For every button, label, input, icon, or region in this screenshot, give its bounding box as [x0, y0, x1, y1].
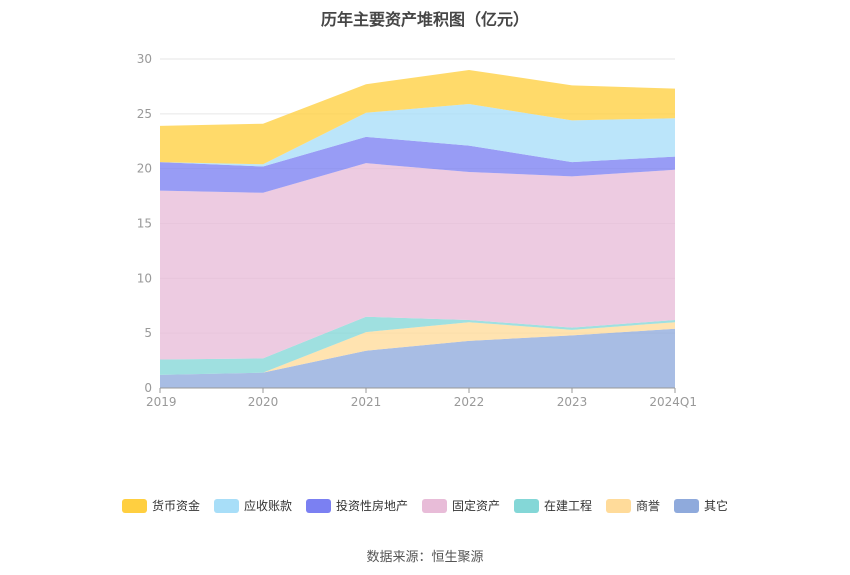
- x-tick-label: 2022: [454, 395, 485, 409]
- legend-item[interactable]: 在建工程: [514, 497, 592, 514]
- legend-item[interactable]: 货币资金: [121, 497, 200, 514]
- area-series-5[interactable]: [160, 103, 675, 167]
- legend-swatch: [606, 498, 632, 513]
- y-tick-label: 30: [137, 52, 152, 66]
- legend-label: 商誉: [636, 499, 661, 513]
- legend-item[interactable]: 固定资产: [421, 497, 500, 514]
- legend-label: 其它: [704, 499, 729, 513]
- area-series-0[interactable]: [160, 328, 675, 388]
- chart-legend: 货币资金 应收账款 投资性房地产 固定资产 在建工程 商誉 其它: [0, 497, 850, 514]
- legend-swatch: [514, 498, 539, 513]
- area-series-6[interactable]: [160, 69, 675, 165]
- x-tick-label: 2020: [248, 395, 279, 409]
- legend-item[interactable]: 应收账款: [213, 497, 292, 514]
- y-tick-label: 5: [144, 326, 152, 340]
- data-source-note: 数据来源：恒生聚源: [366, 550, 484, 565]
- y-tick-label: 10: [137, 271, 152, 285]
- legend-swatch: [121, 498, 147, 513]
- chart-title: 历年主要资产堆积图（亿元）: [320, 10, 529, 29]
- y-tick-label: 25: [137, 107, 152, 121]
- legend-item[interactable]: 其它: [674, 497, 728, 514]
- legend-label: 在建工程: [544, 499, 593, 513]
- y-tick-label: 20: [137, 162, 152, 176]
- y-tick-label: 15: [137, 217, 152, 231]
- area-series-4[interactable]: [160, 136, 675, 193]
- legend-label: 应收账款: [243, 499, 292, 513]
- legend-item[interactable]: 投资性房地产: [305, 497, 408, 514]
- area-series-2[interactable]: [160, 316, 675, 375]
- x-tick-label: 2023: [557, 395, 588, 409]
- legend-label: 固定资产: [451, 499, 500, 513]
- legend-swatch: [305, 498, 331, 513]
- legend-swatch: [213, 498, 239, 513]
- legend-swatch: [421, 498, 447, 513]
- x-tick-label: 2024Q1: [649, 395, 697, 409]
- x-tick-label: 2019: [146, 395, 177, 409]
- area-series-1[interactable]: [160, 322, 675, 375]
- y-tick-label: 0: [144, 381, 152, 395]
- legend-swatch: [674, 498, 700, 513]
- legend-item[interactable]: 商誉: [606, 497, 660, 514]
- x-tick-label: 2021: [351, 395, 382, 409]
- legend-label: 投资性房地产: [335, 499, 408, 513]
- legend-label: 货币资金: [151, 499, 200, 513]
- area-series-3[interactable]: [160, 163, 675, 360]
